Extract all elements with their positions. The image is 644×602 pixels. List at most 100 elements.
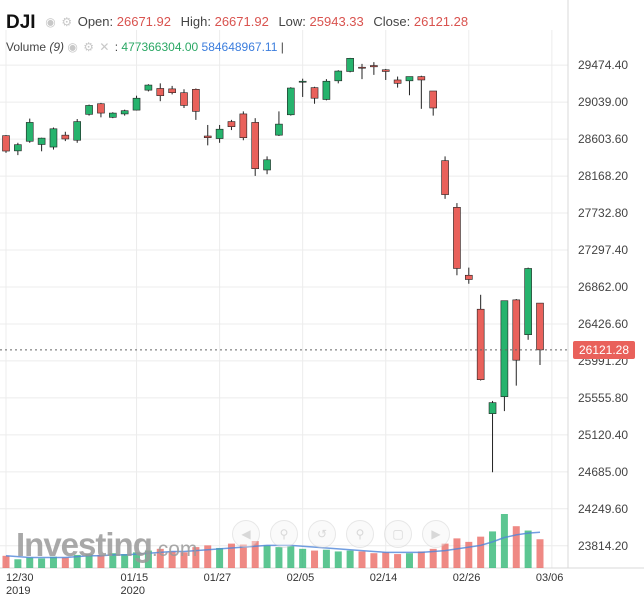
y-tick-label: 29474.40 (578, 58, 628, 72)
candle-body (180, 92, 188, 106)
volume-period: (9) (49, 40, 65, 54)
eye-icon[interactable]: ◉ (45, 15, 56, 29)
candle-body (298, 80, 307, 83)
last-price-tag: 26121.28 (573, 340, 635, 359)
volume-bar (536, 539, 544, 568)
candle-body (393, 79, 402, 84)
close-icon[interactable]: ✕ (99, 40, 110, 54)
volume-bar (121, 554, 129, 568)
volume-bar (109, 553, 117, 568)
volume-bar (275, 547, 283, 568)
candle-body (192, 89, 200, 112)
candle-body (263, 159, 271, 171)
volume-bar (441, 543, 449, 568)
candle-body (370, 65, 378, 68)
candle-body (381, 69, 390, 72)
y-tick-label: 23814.20 (578, 539, 628, 553)
volume-label: Volume (6, 40, 47, 54)
investing-logo: Investing.com (16, 526, 198, 563)
volume-bar (405, 553, 413, 568)
candle-body (132, 97, 141, 111)
chart-navigation: ◀ ⚲ ↺ ⚲ ▢ ▶ (232, 520, 450, 548)
zoom-in-icon[interactable]: ⚲ (270, 520, 298, 548)
volume-bar (524, 530, 532, 568)
eye-icon[interactable]: ◉ (67, 40, 78, 54)
candle-body (536, 302, 544, 351)
arrow-left-icon[interactable]: ◀ (232, 520, 260, 548)
candle-body (227, 121, 236, 127)
candle-body (97, 103, 105, 114)
volume-bar (192, 547, 200, 568)
candle-body (85, 105, 93, 115)
candle-body (322, 80, 331, 100)
x-tick-label: 03/06 (536, 572, 564, 584)
x-tick-sublabel: 2019 (6, 585, 30, 597)
open-value: 26671.92 (116, 14, 171, 29)
volume-bar (477, 536, 485, 568)
reset-icon[interactable]: ↺ (308, 520, 336, 548)
settings-icon[interactable]: ⚙ (83, 40, 94, 54)
y-tick-label: 26862.00 (578, 280, 628, 294)
candle-body (156, 88, 165, 96)
candle-body (500, 300, 509, 397)
candle-body (37, 137, 46, 145)
zoom-out-icon[interactable]: ⚲ (346, 520, 374, 548)
candle-body (109, 112, 117, 118)
candle-body (476, 308, 485, 380)
volume-bar (73, 554, 81, 568)
candle-body (346, 58, 354, 72)
volume-bar (311, 550, 319, 568)
x-tick-label: 02/26 (453, 572, 481, 584)
candle-body (25, 122, 34, 142)
candle-body (168, 88, 176, 93)
high-value: 26671.92 (214, 14, 269, 29)
volume-bar (38, 558, 46, 568)
candle-body (453, 207, 461, 269)
volume-bar (216, 547, 224, 568)
settings-icon[interactable]: ⚙ (61, 15, 73, 29)
volume-bar (49, 556, 57, 568)
volume-bar (417, 551, 425, 568)
fullscreen-icon[interactable]: ▢ (384, 520, 412, 548)
volume-bar (429, 548, 437, 568)
volume-bar (382, 552, 390, 568)
candle-body (61, 134, 70, 140)
candle-body (286, 87, 295, 116)
close-value: 26121.28 (413, 14, 469, 29)
volume-bar (489, 531, 497, 568)
volume-bar (263, 545, 271, 568)
candle-body (49, 128, 58, 148)
candle-body (215, 128, 224, 139)
volume-bar (156, 548, 164, 568)
candle-body (405, 76, 414, 82)
x-tick-label: 01/27 (204, 572, 232, 584)
symbol-label: DJI (6, 12, 36, 33)
candle-body (203, 135, 212, 139)
volume-bar (85, 554, 93, 568)
y-tick-label: 27297.40 (578, 243, 628, 257)
y-tick-label: 25120.40 (578, 428, 628, 442)
volume-average-line (5, 531, 541, 559)
candle-body (488, 402, 497, 414)
candle-body (73, 121, 81, 141)
candle-body (417, 76, 426, 81)
y-tick-label: 28603.60 (578, 132, 628, 146)
candle-body (358, 66, 366, 69)
volume-header: Volume (9) ◉ ⚙ ✕ : 477366304.00 58464896… (6, 40, 284, 54)
low-label: Low: (278, 14, 306, 29)
candle-body (251, 122, 259, 169)
ohlc-header: DJI ◉ ⚙ Open: 26671.92 High: 26671.92 Lo… (6, 12, 474, 34)
volume-bar (97, 554, 105, 568)
candle-body (239, 113, 248, 139)
arrow-right-icon[interactable]: ▶ (422, 520, 450, 548)
volume-bar (299, 548, 307, 568)
candle-body (441, 160, 449, 195)
volume-bar (394, 554, 402, 568)
candle-body (464, 274, 473, 280)
volume-average-value: 584648967.11 (201, 40, 278, 54)
candle-body (310, 87, 319, 99)
open-label: Open: (77, 14, 114, 29)
x-tick-sublabel: 2020 (121, 585, 145, 597)
volume-bar (358, 551, 366, 568)
